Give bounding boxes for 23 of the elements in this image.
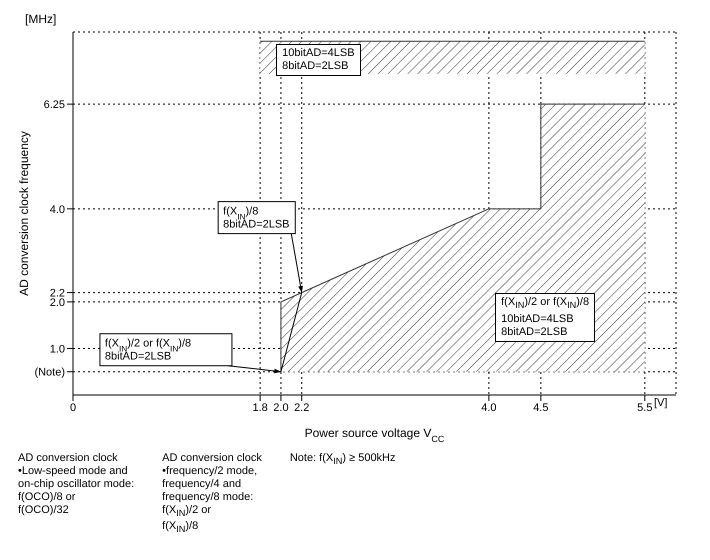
text: [MHz] [25, 12, 56, 26]
text: Note: f(X$_{IN}$) ≥ 500kHz [290, 452, 396, 468]
text-box: 10bitAD=4LSB 8bitAD=2LSB [276, 44, 361, 76]
y-tick-label: 4.0 [50, 204, 65, 216]
text-box: f(X$_{IN}$)/2 or f(X$_{IN}$)/8 10bitAD=4LSB 8bitAD=2LSB [495, 293, 596, 342]
x-tick-label: 1.8 [252, 402, 268, 414]
x-tick-label: 4.0 [481, 402, 497, 414]
text: [V] [654, 397, 668, 409]
annotation: f(X$_{IN}$)/2 or f(X$_{IN}$)/8 8bitAD=2LSB [104, 338, 192, 363]
x-tick-label: 0 [70, 402, 76, 414]
x-tick-label: 2.0 [273, 402, 289, 414]
text: AD conversion clock •Low-speed mode and on-chip oscillator mode: f(OCO)/8 or f(OCO)/32 [18, 452, 134, 518]
y-tick-label: 2.0 [50, 296, 65, 309]
annotation: f(X$_{IN}$)/8 8bitAD=2LSB [223, 206, 290, 231]
y-tick-label: 1.0 [50, 343, 65, 356]
x-axis-title: Power source voltage V$_{CC}$ [304, 426, 445, 444]
x-tick-label: 5.5 [637, 402, 652, 414]
x-tick-label: 2.2 [294, 402, 310, 414]
y-axis-title: AD conversion clock frequency [17, 131, 31, 296]
y-tick-label: 6.25 [44, 99, 65, 112]
text: AD conversion clock •frequency/2 mode, frequency/4 and frequency/8 mode: f(X$_{IN}$)/2 or f(X$_{IN}$)/8 [162, 452, 262, 534]
y-tick-label: (Note) [34, 366, 65, 379]
x-tick-label: 4.5 [533, 402, 548, 414]
